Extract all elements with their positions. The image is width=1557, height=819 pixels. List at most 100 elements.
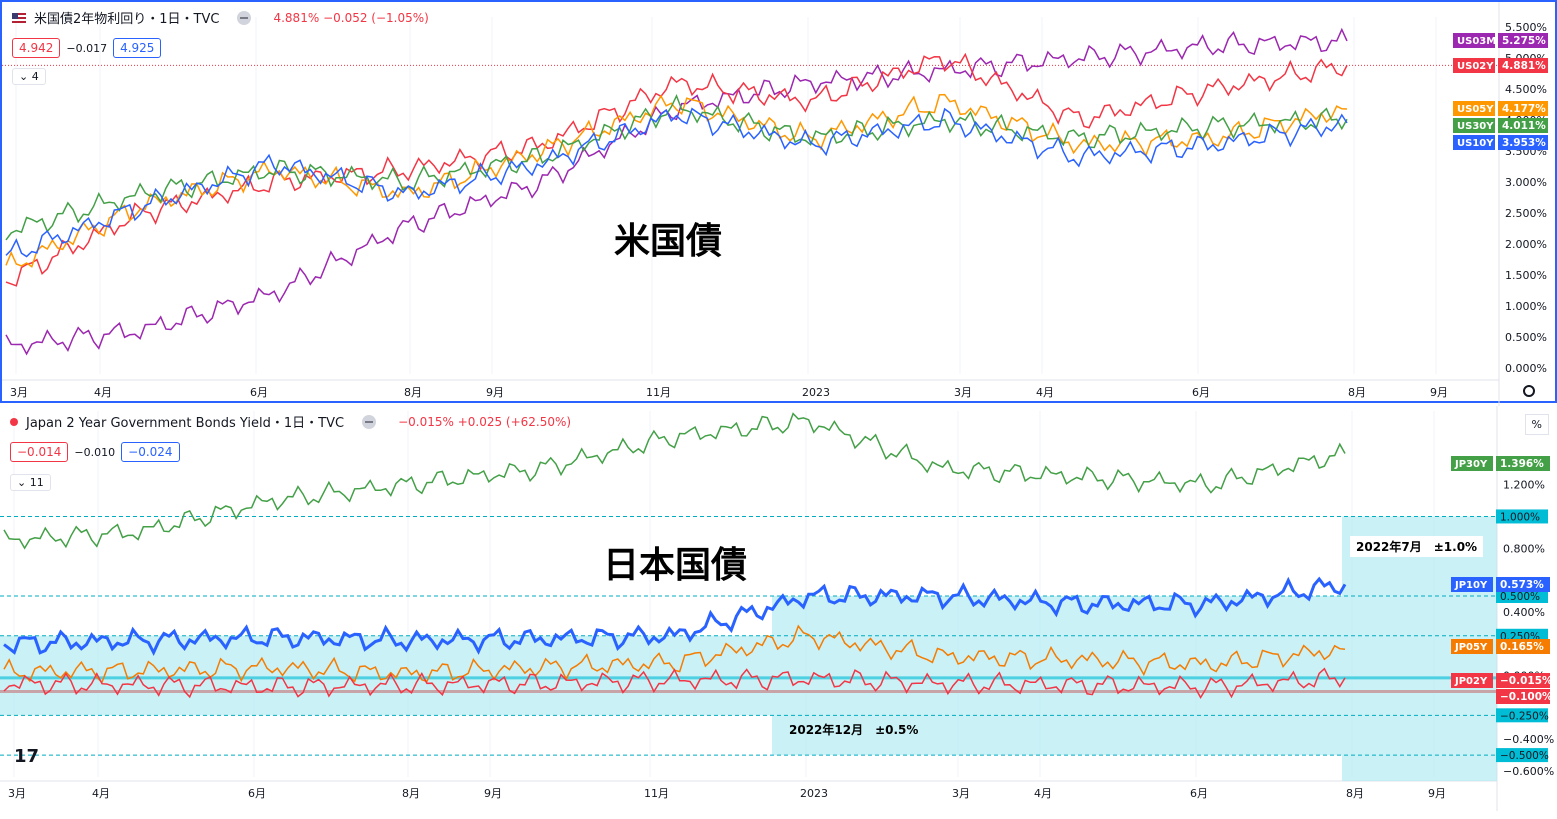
tag-value: −0.100%	[1500, 691, 1553, 703]
x-tick-label: 4月	[92, 787, 110, 800]
series-line-US30Y	[5, 94, 1348, 241]
y-tick-label: 2.000%	[1505, 238, 1547, 251]
tag-value: 4.177%	[1502, 103, 1546, 115]
tag-value: 0.573%	[1500, 579, 1544, 591]
bid-box[interactable]: −0.014	[10, 442, 69, 462]
tag-value: −0.015%	[1500, 675, 1553, 687]
x-tick-label: 3月	[952, 787, 970, 800]
tag-symbol: US02Y	[1457, 61, 1494, 72]
us-bonds-pane[interactable]: 3月4月6月8月9月11月20233月4月6月8月9月5.500%5.000%4…	[0, 0, 1557, 410]
ycc-band-025	[0, 635, 772, 716]
x-tick-label: 2023	[800, 787, 828, 800]
x-tick-label: 9月	[1428, 787, 1446, 800]
line-tick-bg	[1496, 708, 1548, 723]
y-tick-label: 3.000%	[1505, 176, 1547, 189]
x-tick-label: 2023	[802, 386, 830, 399]
y-tick-label: 0.400%	[1503, 606, 1545, 619]
indicator-toggle[interactable]: ⌄ 4	[12, 68, 46, 85]
top-change: 4.881% −0.052 (−1.05%)	[273, 10, 429, 25]
x-tick-label: 8月	[1346, 787, 1364, 800]
jp-bonds-label: 日本国債	[603, 545, 748, 586]
y-tick-label: −0.600%	[1503, 765, 1554, 778]
series-line-JP02Y	[3, 667, 1346, 699]
x-tick-label: 3月	[954, 386, 972, 399]
tag-value: 1.396%	[1500, 458, 1544, 470]
tag-symbol-bg	[1451, 639, 1493, 654]
price-tag-JP02Y[interactable]: JP02Y −0.015%	[1451, 673, 1553, 688]
gear-icon[interactable]	[1523, 385, 1535, 397]
line-tick-bg	[1496, 748, 1548, 763]
ask-box[interactable]: −0.024	[121, 442, 180, 462]
top-legend: 米国債2年物利回り・1日・TVC 4.881% −0.052 (−1.05%)	[12, 8, 429, 27]
tag-symbol: JP02Y	[1454, 676, 1488, 687]
tag-value-bg	[1496, 639, 1550, 654]
y-tick-label: 1.000%	[1505, 300, 1547, 313]
ask-box[interactable]: 4.925	[113, 38, 162, 58]
x-tick-label: 11月	[644, 787, 669, 800]
x-tick-label: 3月	[10, 386, 28, 399]
x-tick-label: 3月	[8, 787, 26, 800]
bottom-legend: Japan 2 Year Government Bonds Yield・1日・T…	[10, 412, 571, 431]
eye-icon[interactable]	[362, 414, 377, 429]
top-title[interactable]: 米国債2年物利回り・1日・TVC	[34, 12, 220, 27]
x-tick-label: 6月	[1192, 386, 1210, 399]
bottom-change: −0.015% +0.025 (+62.50%)	[398, 414, 572, 429]
x-tick-label: 4月	[1036, 386, 1054, 399]
tag-value: 3.953%	[1502, 137, 1546, 149]
y-tick-label: 0.800%	[1503, 542, 1545, 555]
tag-symbol-bg	[1451, 577, 1493, 592]
series-line-US05Y	[5, 93, 1348, 268]
tag-value-bg	[1496, 673, 1550, 688]
y-tick-label: 1.500%	[1505, 269, 1547, 282]
price-tag-US10Y[interactable]: US10Y 3.953%	[1453, 135, 1548, 150]
x-tick-label: 4月	[1034, 787, 1052, 800]
line-tick-label: 0.500%	[1500, 591, 1540, 603]
indicator-toggle[interactable]: ⌄ 11	[10, 474, 51, 491]
price-tag-US05Y[interactable]: US05Y 4.177%	[1453, 101, 1548, 116]
tag-value-bg	[1498, 33, 1548, 48]
tag-symbol-bg	[1453, 33, 1495, 48]
us-flag-icon	[12, 12, 26, 23]
x-tick-label: 6月	[1190, 787, 1208, 800]
tag-symbol: JP10Y	[1454, 580, 1488, 591]
tag-symbol: US05Y	[1457, 104, 1494, 115]
tag-symbol: JP05Y	[1454, 642, 1488, 653]
tag-symbol: US03M	[1457, 36, 1496, 47]
unit-button[interactable]: %	[1524, 414, 1549, 435]
tag-symbol-bg	[1451, 456, 1493, 471]
jp-bonds-chart: 3月 4月 6月 8月 9月 11月 2023 3月 4月 6月 8月 9月 1.200% 0.800% 0…	[0, 406, 1554, 811]
tag-value-bg	[1496, 456, 1550, 471]
tag-symbol-bg	[1451, 673, 1493, 688]
x-tick-label: 8月	[1348, 386, 1366, 399]
tag-symbol: JP30Y	[1454, 459, 1488, 470]
x-tick-label: 8月	[404, 386, 422, 399]
tag-value-bg	[1498, 101, 1548, 116]
tradingview-logo-icon[interactable]: 17	[14, 746, 40, 767]
eye-icon[interactable]	[237, 10, 252, 25]
top-bidask: 4.942 −0.017 4.925	[12, 38, 162, 58]
price-tag-policy[interactable]: −0.100%	[1496, 689, 1553, 704]
annotation-dec: 2022年12月 ±0.5%	[789, 723, 919, 737]
price-tag-US03M[interactable]: US03M 5.275%	[1453, 33, 1548, 48]
bottom-bidask: −0.014 −0.010 −0.024	[10, 442, 180, 462]
tag-value-bg	[1496, 689, 1550, 704]
x-tick-label: 9月	[1430, 386, 1448, 399]
price-tag-JP10Y[interactable]: JP10Y 0.573%	[1451, 577, 1550, 592]
y-tick-label: 1.200%	[1503, 479, 1545, 492]
tag-symbol: US10Y	[1457, 138, 1494, 149]
price-tag-US02Y[interactable]: US02Y 4.881%	[1453, 58, 1548, 73]
price-tag-US30Y[interactable]: US30Y 4.011%	[1453, 118, 1548, 133]
x-tick-label: 9月	[486, 386, 504, 399]
tag-symbol-bg	[1453, 135, 1495, 150]
x-tick-label: 6月	[248, 787, 266, 800]
bid-box[interactable]: 4.942	[12, 38, 61, 58]
price-tag-JP30Y[interactable]: JP30Y 1.396%	[1451, 456, 1550, 471]
series-line-US02Y	[5, 52, 1348, 287]
price-tag-JP05Y[interactable]: JP05Y 0.165%	[1451, 639, 1550, 654]
jp-bonds-pane[interactable]: 3月 4月 6月 8月 9月 11月 2023 3月 4月 6月 8月 9月 1.200% 0.800% 0…	[0, 406, 1557, 819]
bottom-title[interactable]: Japan 2 Year Government Bonds Yield・1日・T…	[26, 416, 345, 431]
tag-value-bg	[1498, 118, 1548, 133]
tag-symbol-bg	[1453, 101, 1495, 116]
symbol-dot-icon	[10, 417, 18, 426]
us-bonds-label: 米国債	[614, 221, 723, 262]
